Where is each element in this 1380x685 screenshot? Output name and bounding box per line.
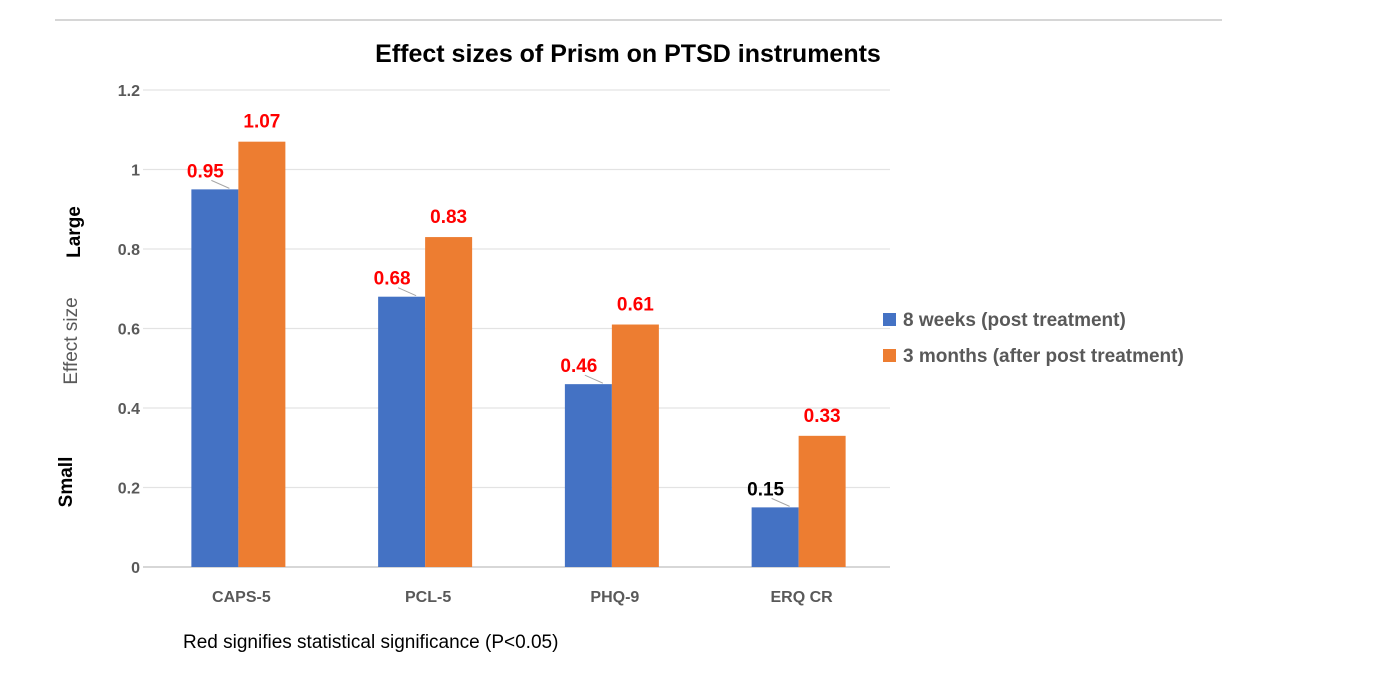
bar-series1	[564, 384, 612, 567]
data-label: 0.68	[374, 269, 411, 290]
bar-series2	[238, 141, 286, 568]
y-tick-label: 1	[131, 163, 140, 180]
bar-series2	[611, 324, 659, 567]
legend: 8 weeks (post treatment) 3 months (after …	[883, 310, 1184, 367]
y-tick-label: 0.8	[118, 242, 140, 259]
y-axis-title: Effect size	[61, 297, 82, 384]
leader-line	[584, 374, 604, 384]
leader-line	[211, 179, 230, 189]
y-axis-label-small: Small	[56, 457, 77, 508]
y-axis-ticks: 0 0.2 0.4 0.6 0.8 1 1.2	[118, 83, 140, 577]
data-label: 0.83	[430, 207, 467, 228]
bar-series1	[191, 189, 239, 567]
data-label: 0.46	[560, 356, 597, 377]
bar-series2	[425, 237, 473, 567]
bar-series1	[751, 507, 799, 567]
legend-label: 3 months (after post treatment)	[903, 346, 1184, 367]
legend-swatch	[883, 313, 896, 326]
leader-line	[397, 287, 417, 297]
y-axis-label-large: Large	[64, 206, 85, 258]
y-tick-label: 0	[131, 560, 140, 577]
data-label: 0.61	[617, 295, 654, 316]
leader-line	[771, 497, 790, 507]
x-axis-ticks: CAPS-5 PCL-5 PHQ-9 ERQ CR	[212, 589, 833, 606]
data-label: 0.95	[187, 161, 224, 182]
x-tick-label: PHQ-9	[590, 589, 639, 606]
footnote: Red signifies statistical significance (…	[183, 632, 558, 653]
data-label: 0.15	[747, 479, 784, 500]
y-tick-label: 0.2	[118, 481, 140, 498]
data-label: 1.07	[243, 112, 280, 133]
x-tick-label: PCL-5	[405, 589, 451, 606]
bar-series1	[378, 296, 426, 567]
x-tick-label: ERQ CR	[771, 589, 834, 606]
data-labels: 0.95 0.68 0.46 0.15 1.07 0.83 0.61 0.33	[187, 112, 841, 507]
y-tick-label: 0.6	[118, 322, 140, 339]
y-tick-label: 1.2	[118, 83, 140, 100]
bar-series2	[798, 435, 846, 567]
y-tick-label: 0.4	[118, 401, 140, 418]
data-label: 0.33	[804, 406, 841, 427]
legend-swatch	[883, 349, 896, 362]
x-tick-label: CAPS-5	[212, 589, 271, 606]
legend-label: 8 weeks (post treatment)	[903, 310, 1126, 331]
bars	[191, 141, 846, 568]
chart-title: Effect sizes of Prism on PTSD instrument…	[375, 40, 881, 68]
